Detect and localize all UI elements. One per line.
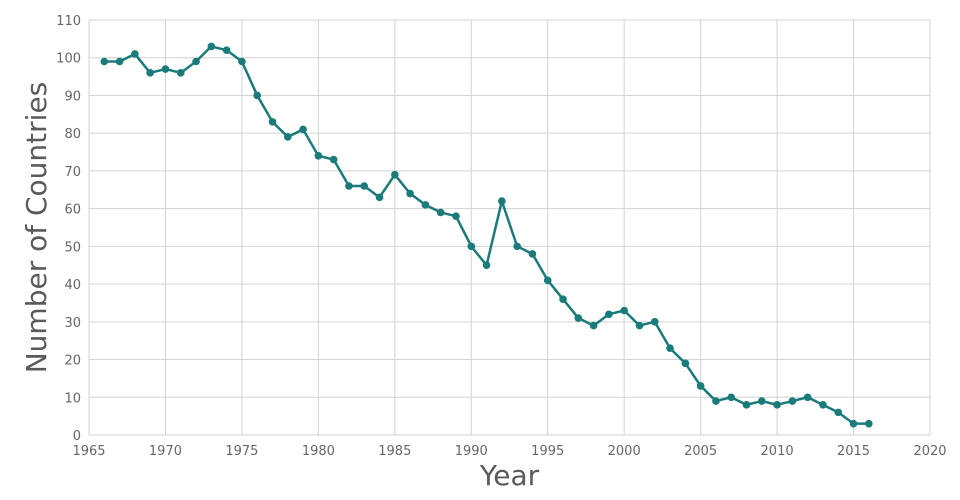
y-tick-label: 40 — [64, 278, 81, 293]
data-point — [283, 133, 292, 141]
y-tick-label: 60 — [64, 203, 81, 218]
y-tick-label: 110 — [56, 14, 81, 29]
data-point — [650, 318, 659, 326]
y-tick-label: 10 — [64, 391, 81, 406]
data-point — [696, 382, 705, 390]
data-point — [100, 57, 109, 66]
data-point — [513, 242, 521, 251]
data-point — [559, 295, 567, 303]
y-tick-label: 20 — [64, 354, 81, 369]
data-point — [375, 193, 384, 202]
y-axis-ticks: 0 10 20 30 40 50 60 70 80 90 100 110 — [56, 14, 81, 444]
x-tick-label: 1990 — [455, 444, 488, 459]
data-point — [788, 397, 797, 405]
data-point — [253, 91, 261, 100]
y-tick-label: 100 — [56, 52, 81, 67]
y-tick-label: 80 — [64, 127, 81, 142]
data-point — [268, 118, 277, 126]
data-point — [345, 182, 353, 190]
x-tick-label: 1985 — [378, 444, 411, 459]
data-point — [222, 46, 231, 54]
data-point — [589, 321, 598, 330]
x-tick-label: 2005 — [684, 444, 717, 459]
data-point — [605, 310, 613, 319]
data-point — [727, 393, 736, 402]
data-point — [666, 344, 674, 353]
data-point — [161, 65, 170, 73]
x-tick-label: 1975 — [225, 444, 258, 459]
y-axis-title: Number of Countries — [20, 82, 53, 374]
x-axis-title: Year — [479, 459, 540, 492]
data-point — [543, 276, 552, 285]
series-group — [100, 42, 873, 428]
data-point — [865, 419, 873, 428]
x-tick-label: 1965 — [72, 444, 105, 459]
data-point — [360, 182, 369, 190]
x-tick-label: 2010 — [761, 444, 794, 459]
gridlines — [88, 19, 931, 436]
data-point — [819, 401, 827, 409]
y-tick-label: 30 — [64, 316, 81, 331]
x-tick-label: 1995 — [531, 444, 564, 459]
data-point — [467, 242, 476, 251]
data-point — [406, 189, 414, 198]
data-point — [314, 152, 323, 160]
x-axis-ticks: 1965 1970 1975 1980 1985 1990 1995 2000 2005 2010… — [72, 444, 946, 459]
data-point — [758, 397, 766, 405]
data-point — [803, 393, 812, 402]
data-point — [131, 50, 139, 58]
data-point — [574, 314, 583, 322]
x-tick-label: 1980 — [302, 444, 335, 459]
x-tick-label: 2000 — [608, 444, 641, 459]
data-point — [421, 201, 430, 209]
y-tick-label: 70 — [64, 165, 81, 180]
data-point — [528, 250, 537, 258]
data-point — [834, 408, 843, 417]
data-point — [620, 306, 628, 315]
data-point — [329, 155, 338, 164]
x-tick-label: 1970 — [149, 444, 182, 459]
data-point — [176, 69, 185, 77]
x-tick-label: 2015 — [837, 444, 870, 459]
data-point — [742, 401, 751, 409]
x-tick-label: 2020 — [913, 444, 946, 459]
data-point — [712, 397, 720, 405]
data-point — [681, 359, 690, 368]
data-point — [207, 42, 216, 51]
y-tick-label: 50 — [64, 240, 81, 255]
data-point — [192, 57, 200, 66]
data-point — [238, 57, 246, 66]
data-point — [482, 261, 491, 270]
data-point — [635, 321, 644, 330]
data-point — [146, 69, 154, 77]
data-point — [391, 170, 399, 179]
data-point — [849, 419, 858, 428]
data-point — [452, 212, 460, 220]
y-tick-label: 0 — [73, 429, 81, 444]
data-point — [299, 125, 307, 134]
y-tick-label: 90 — [64, 89, 81, 104]
data-point — [773, 401, 781, 409]
data-point — [436, 208, 445, 217]
data-point — [498, 197, 506, 205]
data-point — [115, 57, 124, 66]
